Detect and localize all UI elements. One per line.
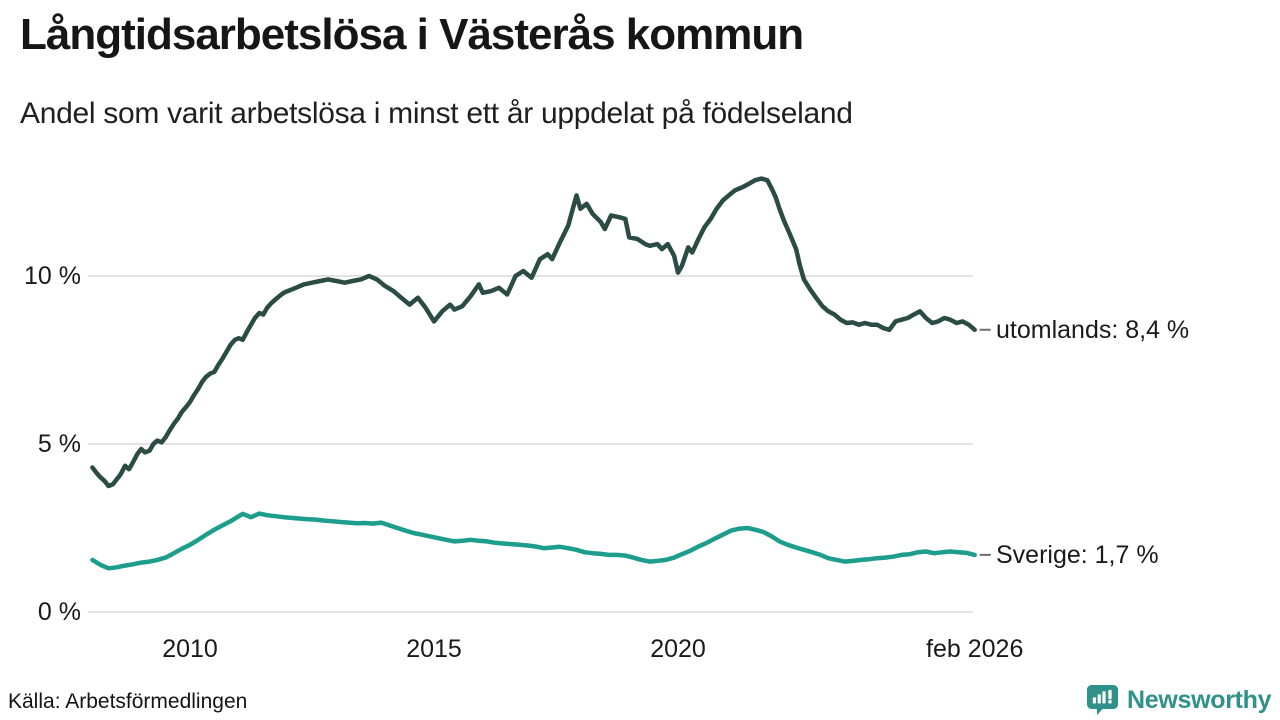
brand-name: Newsworthy <box>1127 685 1272 714</box>
newsworthy-logo: Newsworthy <box>1086 684 1272 716</box>
x-tick-label: 2015 <box>406 635 462 663</box>
logo-exclamation-stem <box>1108 689 1112 700</box>
logo-exclamation-dot <box>1108 700 1112 704</box>
source-text: Källa: Arbetsförmedlingen <box>8 690 248 713</box>
x-tick-label: 2020 <box>650 635 706 663</box>
chart-title: Långtidsarbetslösa i Västerås kommun <box>20 10 804 59</box>
series-end-label-utomlands: utomlands: 8,4 % <box>996 315 1190 344</box>
newsworthy-logo-icon <box>1087 685 1118 715</box>
chart-subtitle: Andel som varit arbetslösa i minst ett å… <box>20 97 853 130</box>
logo-bar-medium <box>1097 694 1101 704</box>
x-tick-label: feb 2026 <box>926 635 1023 663</box>
y-tick-label: 5 % <box>38 430 81 458</box>
series-line-sverige <box>90 511 977 571</box>
x-tick-label: 2010 <box>162 635 218 663</box>
y-tick-label: 10 % <box>24 262 81 290</box>
series-end-label-sverige: Sverige: 1,7 % <box>996 540 1159 569</box>
series-line-utomlands <box>90 176 977 489</box>
y-tick-label: 0 % <box>38 598 81 626</box>
logo-bar-small <box>1092 697 1096 704</box>
logo-bar-tall <box>1102 691 1106 704</box>
